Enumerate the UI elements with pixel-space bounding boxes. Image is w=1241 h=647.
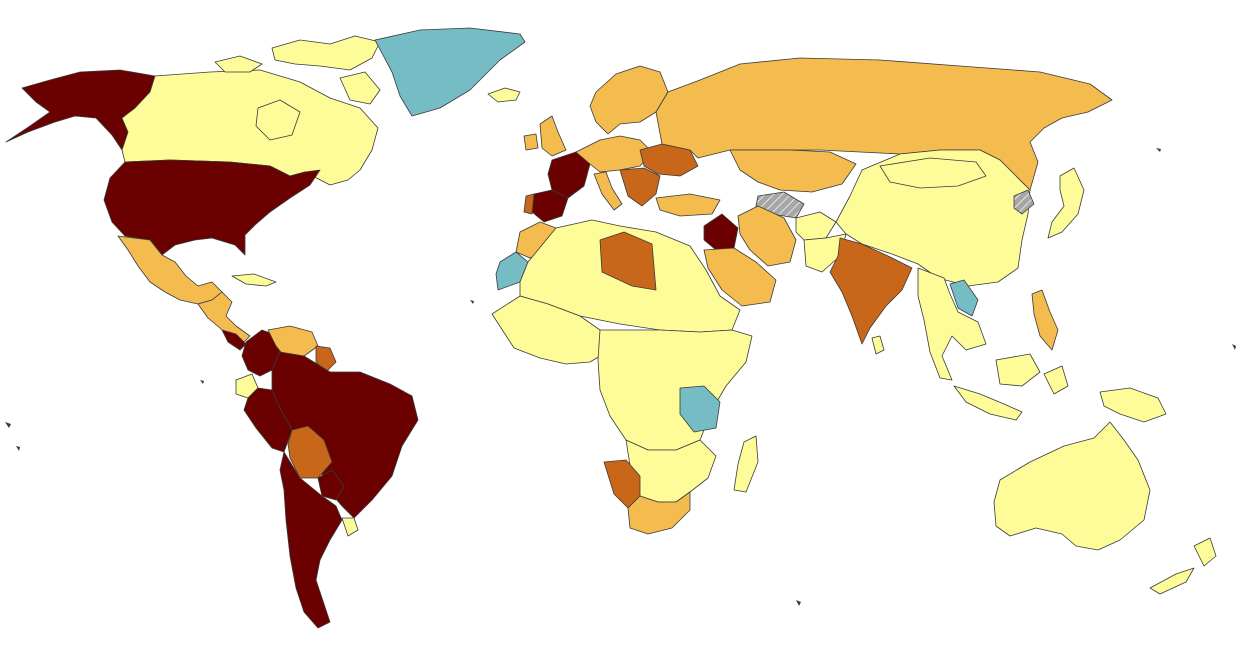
region-paraguay[interactable] (317, 469, 345, 501)
region-australia[interactable] (993, 421, 1151, 551)
region-south-africa[interactable] (627, 491, 691, 535)
region-portugal[interactable] (523, 193, 535, 215)
region-laos[interactable] (949, 279, 979, 317)
island-fleck (796, 600, 801, 606)
coastal-islands (5, 148, 1236, 606)
region-sri-lanka[interactable] (871, 335, 885, 355)
region-turkey[interactable] (655, 193, 721, 217)
region-indonesia[interactable] (953, 353, 1069, 421)
region-canadian-arctic[interactable] (214, 35, 381, 105)
region-kazakhstan[interactable] (729, 149, 857, 193)
region-saudi-arabia[interactable] (703, 247, 777, 307)
region-ireland[interactable] (523, 133, 539, 151)
island-fleck (5, 422, 11, 428)
region-costa-rica[interactable] (221, 329, 247, 351)
region-korea-north[interactable] (1013, 189, 1035, 215)
region-venezuela[interactable] (267, 325, 319, 357)
region-japan[interactable] (1047, 167, 1085, 239)
region-se-asia[interactable] (917, 267, 987, 381)
region-uruguay[interactable] (341, 517, 359, 537)
region-cuba[interactable] (231, 273, 277, 287)
region-alaska[interactable] (5, 69, 156, 151)
island-fleck (16, 446, 20, 451)
region-china[interactable] (835, 149, 1031, 287)
island-fleck (1156, 148, 1161, 152)
region-peru[interactable] (243, 387, 293, 453)
region-mongolia[interactable] (879, 157, 987, 189)
region-new-zealand[interactable] (1149, 537, 1217, 595)
region-philippines[interactable] (1031, 289, 1059, 351)
region-libya[interactable] (599, 231, 657, 291)
island-fleck (200, 380, 204, 384)
region-central-america[interactable] (197, 291, 251, 343)
island-fleck (1232, 344, 1236, 350)
region-papua[interactable] (1099, 387, 1167, 423)
region-tanzania[interactable] (679, 385, 721, 433)
region-iceland[interactable] (487, 87, 521, 103)
region-iran[interactable] (737, 205, 797, 267)
region-argentina-chile[interactable] (279, 451, 343, 629)
region-italy[interactable] (593, 171, 623, 211)
region-canada[interactable] (121, 69, 379, 186)
region-scandinavia[interactable] (589, 65, 669, 135)
region-madagascar[interactable] (733, 435, 759, 493)
region-usa[interactable] (103, 159, 321, 256)
region-greenland[interactable] (374, 27, 526, 117)
island-fleck (470, 300, 474, 304)
region-balkans[interactable] (619, 167, 661, 207)
region-guyana[interactable] (315, 345, 337, 373)
region-uk[interactable] (539, 115, 567, 157)
region-india[interactable] (829, 237, 913, 345)
